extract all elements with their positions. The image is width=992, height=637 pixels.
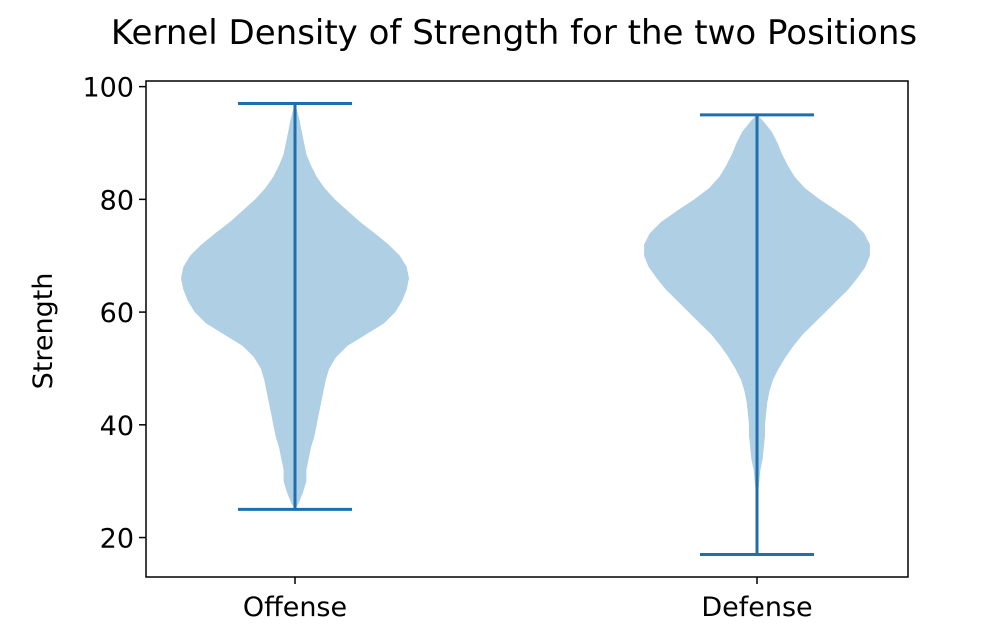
y-tick-label: 80 — [100, 185, 134, 216]
y-tick-label: 60 — [100, 298, 134, 329]
y-tick-label: 20 — [100, 524, 134, 555]
violin-defense — [644, 113, 870, 556]
x-tick-label-offense: Offense — [243, 592, 347, 623]
x-tick-label-defense: Defense — [701, 592, 812, 623]
plot-frame — [145, 80, 909, 578]
y-axis-ticks: 20 40 60 80 100 — [82, 73, 146, 555]
chart-title: Kernel Density of Strength for the two P… — [111, 13, 917, 53]
x-axis-ticks: Offense Defense — [243, 577, 813, 623]
y-tick-label: 100 — [82, 73, 134, 104]
violins-layer — [181, 102, 870, 556]
y-tick-label: 40 — [100, 411, 134, 442]
y-axis-label: Strength — [28, 273, 59, 390]
violin-offense — [181, 102, 409, 511]
